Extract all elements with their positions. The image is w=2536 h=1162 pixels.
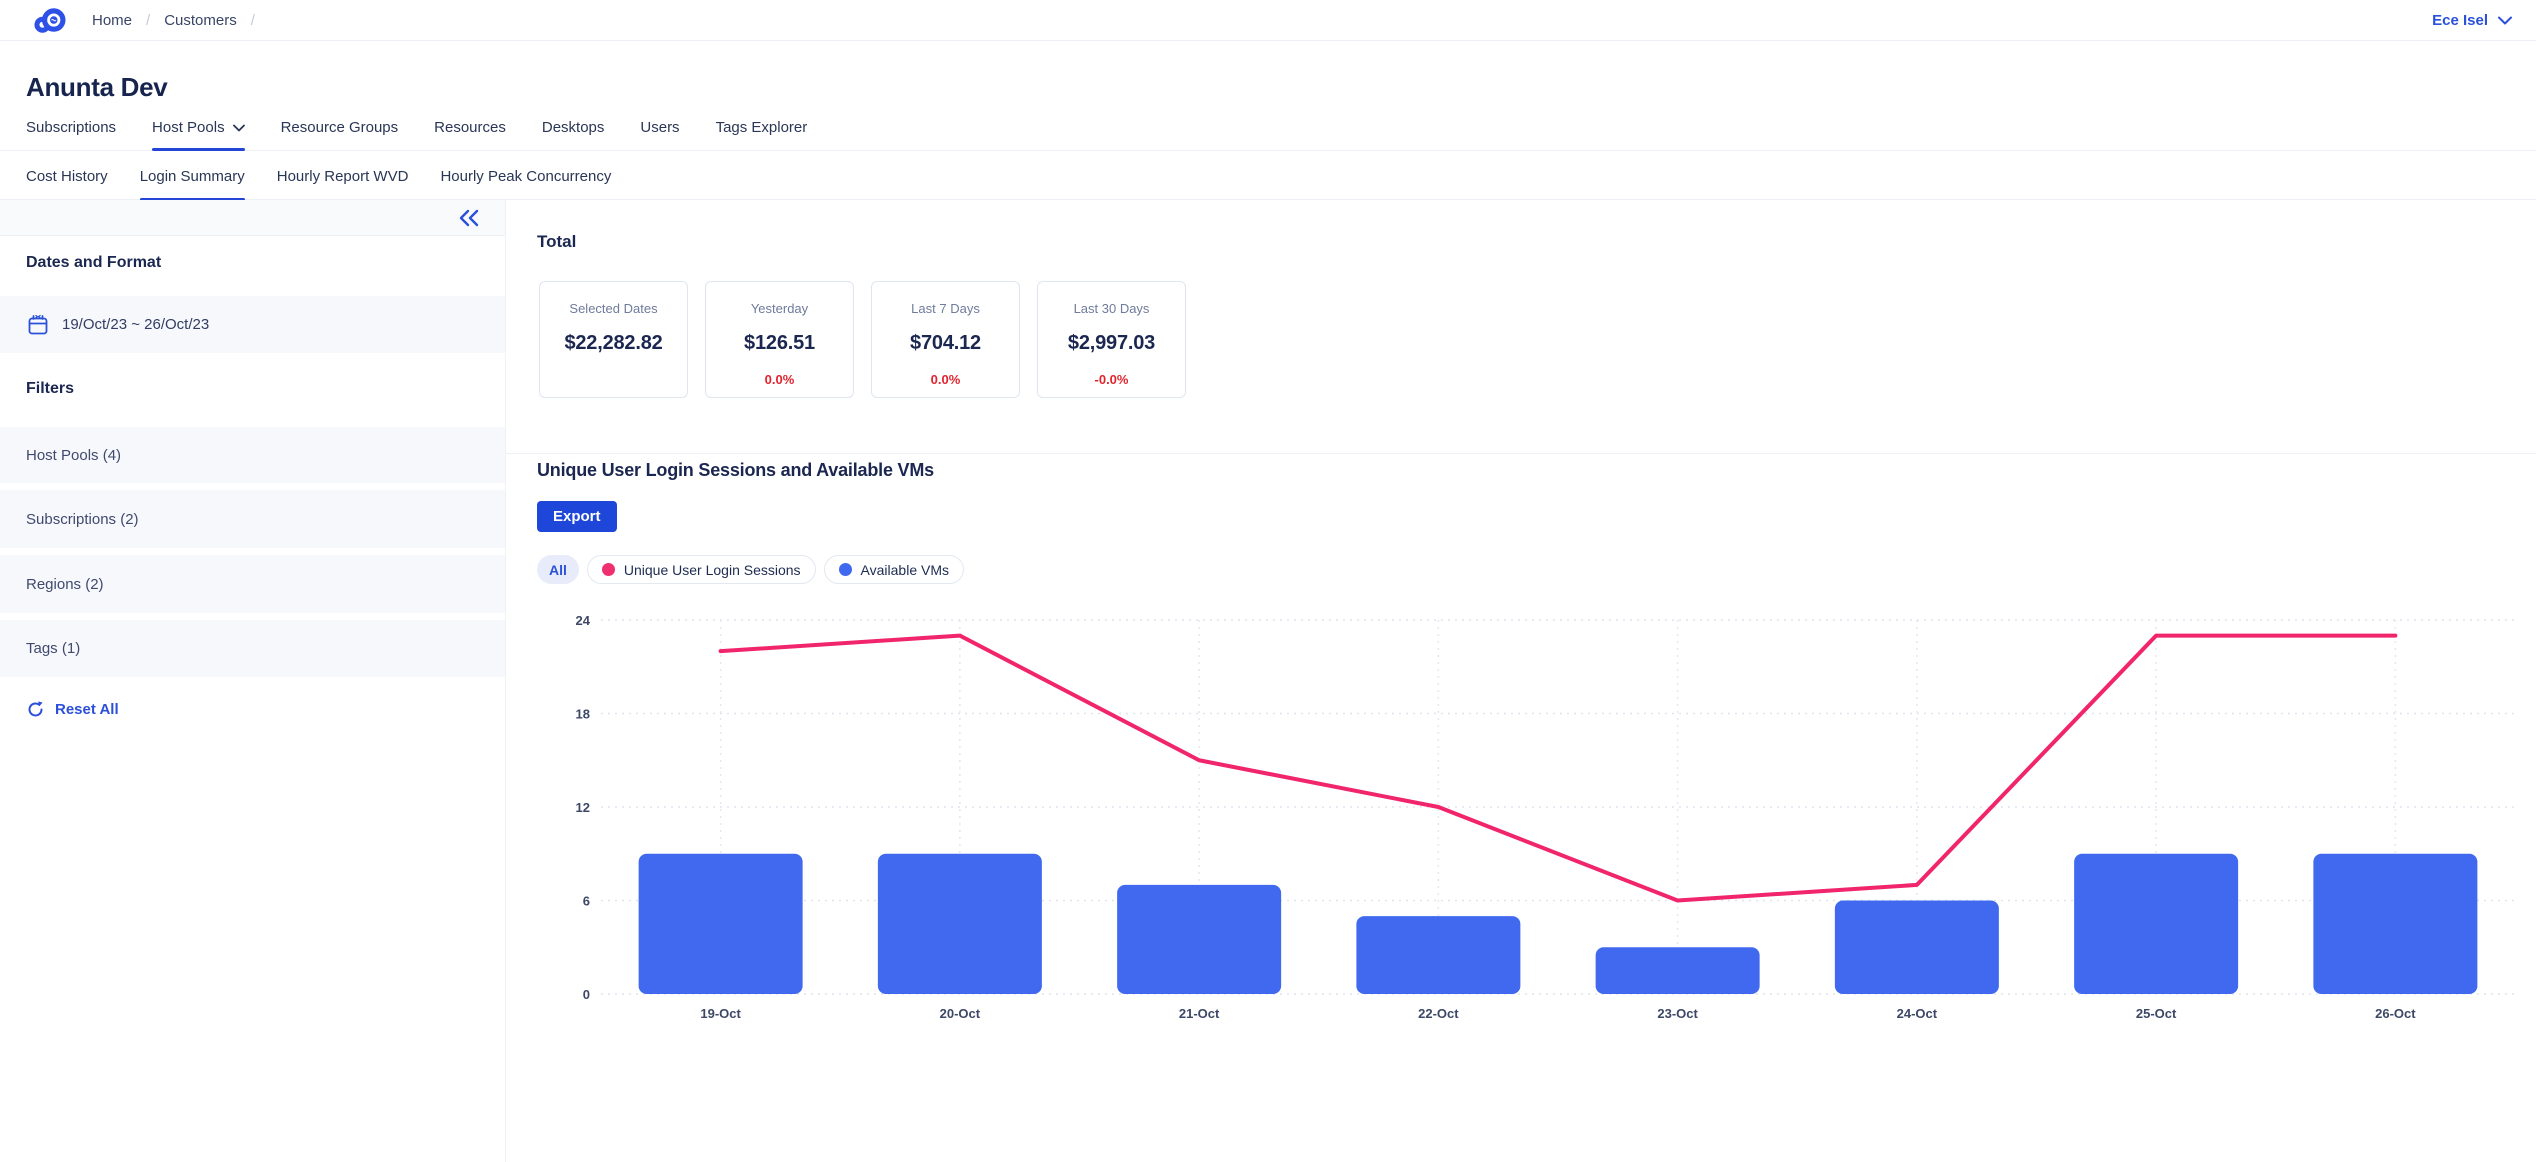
breadcrumb-separator: / — [250, 12, 255, 29]
export-button[interactable]: Export — [537, 501, 617, 532]
date-range-value: 19/Oct/23 ~ 26/Oct/23 — [62, 316, 210, 333]
main-tabs: Subscriptions Host Pools Resource Groups… — [0, 104, 2536, 151]
total-heading: Total — [537, 232, 577, 251]
calendar-icon — [28, 314, 48, 334]
stat-card-percent: -0.0% — [1094, 372, 1129, 387]
stat-card-percent: 0.0% — [764, 372, 795, 387]
svg-text:6: 6 — [583, 894, 590, 909]
stat-card-yesterday: Yesterday $126.51 0.0% — [705, 281, 854, 398]
legend-dot — [838, 563, 852, 576]
svg-text:26-Oct: 26-Oct — [2375, 1006, 2416, 1021]
chart-section-heading: Unique User Login Sessions and Available… — [537, 460, 934, 480]
stat-card-label: Yesterday — [750, 301, 809, 316]
subtab-cost-history[interactable]: Cost History — [26, 168, 108, 185]
filter-subscriptions[interactable]: Subscriptions (2) — [0, 490, 505, 548]
tab-resource-groups[interactable]: Resource Groups — [280, 119, 399, 136]
page-title: Anunta Dev — [26, 72, 168, 102]
legend-label: Available VMs — [860, 561, 949, 578]
chart-area: 0 6 12 18 24 19-Oct 20-Oct 21-Oct 22-Oct 23-Oct 24… — [560, 597, 2536, 1027]
breadcrumb: Home / Customers / — [92, 0, 255, 41]
tab-desktops[interactable]: Desktops — [541, 119, 605, 136]
svg-text:12: 12 — [576, 800, 590, 815]
stat-card-selected-dates: Selected Dates $22,282.82 — [539, 281, 688, 398]
svg-text:25-Oct: 25-Oct — [2136, 1006, 2177, 1021]
legend-available-vms[interactable]: Available VMs — [823, 555, 964, 584]
legend-unique-user-login-sessions[interactable]: Unique User Login Sessions — [586, 555, 816, 584]
filter-regions[interactable]: Regions (2) — [0, 555, 505, 613]
filter-tags[interactable]: Tags (1) — [0, 620, 505, 677]
refresh-icon — [28, 701, 43, 717]
brand-logo-icon[interactable] — [34, 7, 66, 34]
top-bar: Home / Customers / Ece Isel — [0, 0, 2536, 41]
stat-card-last-7-days: Last 7 Days $704.12 0.0% — [871, 281, 1020, 398]
date-range-picker[interactable]: 19/Oct/23 ~ 26/Oct/23 — [0, 296, 505, 353]
login-sessions-chart-svg: 0 6 12 18 24 19-Oct 20-Oct 21-Oct 22-Oct 23-Oct 24… — [576, 613, 2515, 1021]
svg-text:18: 18 — [576, 707, 590, 722]
reset-all-label: Reset All — [55, 701, 119, 718]
chevron-down-icon — [2498, 16, 2512, 25]
section-divider — [506, 453, 2536, 454]
tab-tags-explorer[interactable]: Tags Explorer — [715, 119, 808, 136]
chart-legend: All Unique User Login Sessions Available… — [537, 555, 964, 584]
breadcrumb-separator: / — [146, 12, 151, 29]
svg-text:21-Oct: 21-Oct — [1179, 1006, 1220, 1021]
user-menu[interactable]: Ece Isel — [2432, 0, 2512, 41]
user-name: Ece Isel — [2432, 12, 2488, 29]
svg-text:24-Oct: 24-Oct — [1897, 1006, 1938, 1021]
legend-all-button[interactable]: All — [537, 555, 579, 584]
legend-dot — [601, 563, 615, 576]
tab-subscriptions[interactable]: Subscriptions — [26, 119, 117, 136]
stat-card-last-30-days: Last 30 Days $2,997.03 -0.0% — [1037, 281, 1186, 398]
filters-heading: Filters — [26, 380, 75, 397]
subtab-hourly-report-wvd[interactable]: Hourly Report WVD — [276, 168, 409, 185]
svg-text:23-Oct: 23-Oct — [1657, 1006, 1698, 1021]
breadcrumb-home[interactable]: Home — [92, 12, 133, 29]
stat-card-label: Last 30 Days — [1073, 301, 1150, 316]
legend-label: Unique User Login Sessions — [623, 561, 801, 578]
subtab-hourly-peak-concurrency[interactable]: Hourly Peak Concurrency — [440, 168, 612, 185]
sub-tabs: Cost History Login Summary Hourly Report… — [0, 151, 2536, 201]
subtab-login-summary[interactable]: Login Summary — [139, 168, 245, 201]
tab-host-pools[interactable]: Host Pools — [152, 119, 245, 151]
svg-text:19-Oct: 19-Oct — [700, 1006, 741, 1021]
stat-card-percent: 0.0% — [930, 372, 961, 387]
svg-text:20-Oct: 20-Oct — [940, 1006, 981, 1021]
chevron-down-icon — [232, 124, 245, 131]
reset-all-button[interactable]: Reset All — [26, 700, 119, 719]
stat-card-value: $2,997.03 — [1067, 332, 1156, 354]
stat-card-value: $704.12 — [910, 332, 981, 354]
collapse-sidebar-icon[interactable] — [457, 207, 481, 229]
dates-and-format-heading: Dates and Format — [26, 254, 162, 271]
svg-text:22-Oct: 22-Oct — [1418, 1006, 1459, 1021]
main-content: Total Selected Dates $22,282.82 Yesterda… — [506, 200, 2536, 1162]
svg-text:0: 0 — [583, 987, 590, 1002]
filter-host-pools[interactable]: Host Pools (4) — [0, 427, 505, 483]
svg-text:24: 24 — [576, 613, 591, 628]
breadcrumb-customers[interactable]: Customers — [164, 12, 237, 29]
stat-card-value: $126.51 — [744, 332, 815, 354]
filter-sidebar: Dates and Format 19/Oct/23 ~ 26/Oct/23 F… — [0, 200, 506, 1162]
stat-card-label: Last 7 Days — [911, 301, 980, 316]
sidebar-header-band — [0, 200, 505, 236]
stat-card-value: $22,282.82 — [564, 332, 663, 354]
tab-resources[interactable]: Resources — [434, 119, 506, 136]
stat-card-label: Selected Dates — [569, 301, 658, 316]
tab-users[interactable]: Users — [640, 119, 680, 136]
